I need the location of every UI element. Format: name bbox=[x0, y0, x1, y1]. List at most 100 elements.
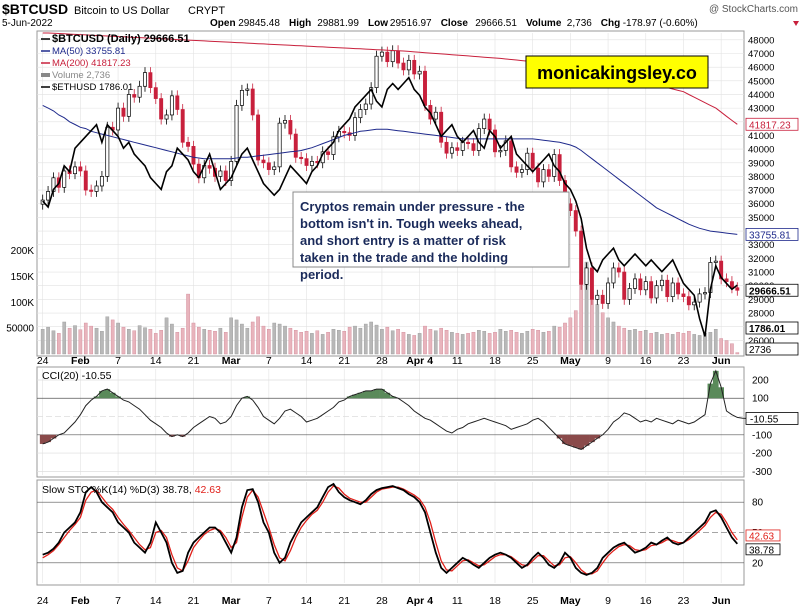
candle-body bbox=[46, 191, 51, 201]
volume-bar bbox=[132, 330, 137, 355]
price-tick-label: 46000 bbox=[748, 63, 774, 74]
candle-body bbox=[579, 230, 584, 285]
candle-body bbox=[374, 55, 379, 88]
volume-bar bbox=[191, 322, 196, 355]
volume-bar bbox=[164, 317, 169, 355]
value-tag: 2736 bbox=[749, 345, 772, 356]
volume-bar bbox=[627, 330, 632, 355]
volume-bar bbox=[606, 317, 610, 355]
volume-bar bbox=[493, 332, 497, 355]
legend-entry: MA(200) 41817.23 bbox=[52, 58, 131, 69]
cci-tick-label: -300 bbox=[752, 467, 772, 478]
volume-bar bbox=[638, 331, 643, 355]
volume-bar bbox=[697, 335, 702, 355]
candle-body bbox=[412, 59, 417, 75]
x-tick-label: Apr 4 bbox=[406, 595, 433, 607]
candle-body bbox=[121, 107, 126, 117]
x-tick-label: Jun bbox=[712, 595, 731, 607]
candle-body bbox=[143, 72, 147, 87]
value-tag: 33755.81 bbox=[749, 230, 791, 241]
volume-bar bbox=[78, 329, 83, 355]
volume-bar bbox=[530, 329, 535, 355]
volume-bar bbox=[83, 322, 88, 355]
volume-bar bbox=[396, 329, 400, 355]
candle-body bbox=[266, 162, 271, 170]
volume-bar bbox=[315, 330, 320, 355]
volume-bar bbox=[288, 327, 293, 355]
price-tick-label: 41000 bbox=[748, 131, 774, 142]
volume-bar bbox=[250, 321, 255, 355]
volume-bar bbox=[390, 330, 395, 355]
candle-body bbox=[643, 281, 648, 291]
candle-body bbox=[589, 267, 594, 300]
candle-body bbox=[180, 109, 185, 143]
candle-body bbox=[659, 279, 664, 287]
stat-value: 2,736 bbox=[567, 18, 592, 29]
price-tick-label: 28000 bbox=[748, 309, 774, 320]
sto-title-k: Slow STO %K(14) %D(3) 38.78, bbox=[42, 484, 195, 496]
legend-entry: $ETHUSD 1786.01 bbox=[52, 82, 133, 93]
candle-body bbox=[460, 141, 465, 151]
stat-label: High bbox=[289, 18, 311, 29]
volume-bar bbox=[665, 333, 670, 355]
price-tick-label: 44000 bbox=[748, 90, 774, 101]
candle-body bbox=[536, 167, 541, 183]
volume-bar bbox=[471, 332, 476, 355]
candle-body bbox=[83, 170, 88, 191]
volume-bar bbox=[520, 333, 524, 355]
header-name: Bitcoin to US Dollar bbox=[74, 5, 170, 17]
volume-bar bbox=[240, 323, 244, 355]
volume-bar bbox=[439, 327, 443, 355]
volume-bar bbox=[676, 332, 680, 355]
volume-bars bbox=[40, 261, 740, 355]
candle-body bbox=[444, 141, 449, 154]
volume-bar bbox=[229, 317, 233, 355]
x-tick-label: 21 bbox=[338, 595, 350, 607]
candle-body bbox=[530, 152, 535, 169]
value-tag-box bbox=[745, 117, 799, 131]
candle-body bbox=[304, 158, 309, 166]
candle-body bbox=[234, 105, 239, 162]
site-watermark: monicakingsley.co bbox=[537, 63, 697, 83]
volume-bar bbox=[536, 330, 540, 355]
legend-entry: Volume 2,736 bbox=[52, 70, 110, 81]
x-tick-label: 11 bbox=[452, 595, 463, 607]
volume-bar bbox=[466, 333, 470, 355]
value-tag-box bbox=[745, 283, 799, 297]
annotation-box bbox=[292, 191, 570, 268]
value-tag-box bbox=[745, 342, 799, 356]
annotation-line: period. bbox=[300, 267, 343, 282]
volume-bar bbox=[110, 319, 115, 355]
volume-bar bbox=[595, 304, 600, 355]
x-tick-label: 16 bbox=[640, 595, 652, 607]
volume-bar bbox=[331, 329, 336, 355]
volume-bar bbox=[503, 331, 508, 355]
value-tag: 29666.51 bbox=[749, 286, 791, 297]
header-symbol: $BTCUSD bbox=[2, 1, 68, 17]
candle-body bbox=[670, 282, 675, 297]
candle-body bbox=[99, 176, 104, 187]
volume-bar bbox=[579, 278, 583, 355]
cci-title: CCI(20) -10.55 bbox=[42, 370, 112, 382]
candle-body bbox=[78, 166, 83, 172]
price-tick-label: 38000 bbox=[748, 172, 774, 183]
volume-bar bbox=[218, 327, 223, 355]
candle-body bbox=[633, 278, 637, 289]
volume-bar bbox=[353, 325, 357, 355]
candle-body bbox=[207, 165, 212, 169]
candle-body bbox=[390, 50, 395, 63]
stat-label: Low bbox=[368, 18, 388, 29]
volume-tick-label: 100K bbox=[11, 298, 35, 309]
volume-bar bbox=[423, 325, 427, 355]
volume-bar bbox=[417, 333, 422, 355]
volume-bar bbox=[283, 325, 287, 355]
volume-bar bbox=[326, 332, 330, 355]
volume-bar bbox=[261, 325, 266, 355]
sto-tick-label: 20 bbox=[752, 558, 764, 569]
candle-body bbox=[62, 170, 67, 188]
x-tick-label: 9 bbox=[605, 595, 611, 607]
volume-bar bbox=[568, 317, 573, 355]
x-tick-label: 14 bbox=[301, 595, 313, 607]
price-tick-label: 35000 bbox=[748, 213, 774, 224]
candle-body bbox=[455, 147, 460, 151]
